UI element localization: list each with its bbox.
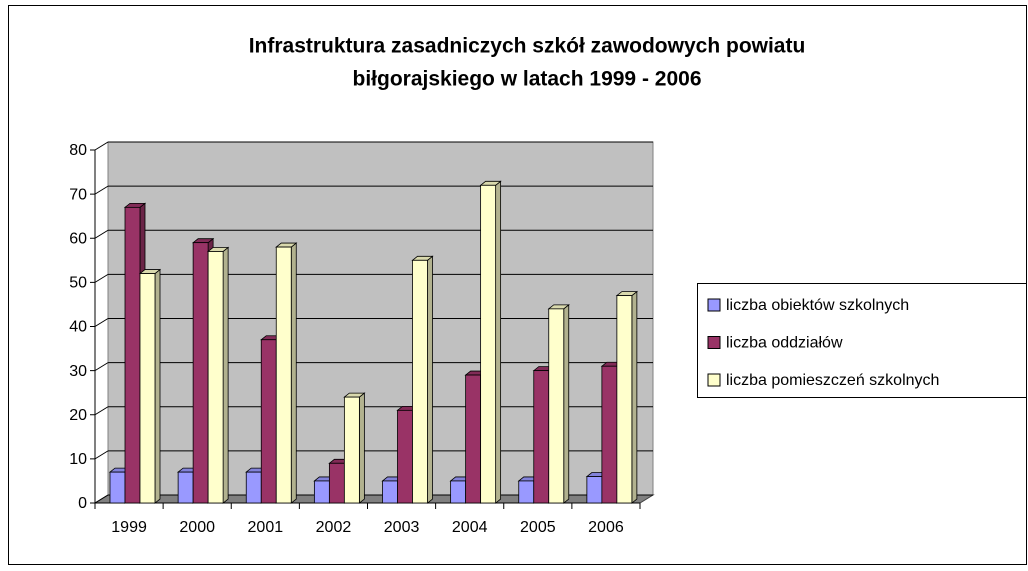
legend-label: liczba pomieszczeń szkolnych [726, 372, 939, 389]
bar-side [154, 268, 161, 504]
x-tick-label: 1999 [111, 519, 147, 536]
bar [207, 251, 224, 504]
grid-line-side [94, 141, 109, 151]
grid-line-side [94, 185, 109, 195]
bar-side [427, 255, 433, 504]
bar [275, 246, 292, 504]
y-tick-label: 40 [69, 319, 87, 336]
bar [450, 480, 467, 504]
x-tick-label: 2001 [248, 519, 284, 536]
legend-box [697, 283, 1027, 398]
grid-line-side [94, 494, 109, 504]
x-tick-label: 2005 [520, 519, 556, 536]
bar [260, 339, 277, 504]
x-tick-label: 2006 [588, 519, 624, 536]
legend-swatch [707, 373, 721, 387]
bar [465, 374, 482, 504]
x-tick-label: 2002 [316, 519, 352, 536]
bar [245, 471, 262, 504]
bar [616, 295, 633, 504]
bar [586, 476, 603, 504]
grid-line-side [94, 362, 109, 372]
bar [139, 273, 156, 504]
y-tick-label: 80 [69, 142, 87, 159]
bar [397, 409, 413, 504]
bar [109, 471, 126, 504]
bar [601, 365, 618, 504]
legend-label: liczba oddziałów [726, 335, 843, 352]
grid-line-side [94, 273, 109, 283]
y-tick-label: 30 [69, 363, 87, 380]
x-tick-label: 2003 [384, 519, 420, 536]
bar [548, 308, 565, 504]
grid-line-side [94, 229, 109, 239]
legend-label: liczba obiektów szkolnych [726, 297, 909, 314]
bar [177, 471, 194, 504]
bar [328, 462, 345, 504]
legend-swatch [707, 336, 721, 349]
bar-side [290, 242, 297, 504]
y-tick-label: 50 [69, 275, 87, 292]
grid-line-side [94, 406, 109, 416]
x-tick-label: 2000 [179, 519, 215, 536]
bar [480, 184, 497, 504]
chart-title: biłgorajskiego w latach 1999 - 2006 [353, 68, 702, 91]
bar-side [495, 180, 502, 504]
bar [533, 370, 550, 504]
y-tick-label: 60 [69, 230, 87, 247]
bar [192, 242, 209, 504]
bar-side [631, 290, 638, 504]
bar-side [563, 304, 570, 504]
y-tick-label: 20 [69, 407, 87, 424]
y-tick-label: 70 [69, 186, 87, 203]
y-tick-label: 10 [69, 451, 87, 468]
bar [124, 206, 141, 504]
y-tick-label: 0 [78, 495, 87, 512]
bar [518, 480, 535, 504]
grid-line-side [94, 450, 109, 460]
bar [343, 396, 360, 504]
bar [313, 480, 330, 504]
legend-swatch [707, 298, 721, 312]
bar-side [358, 392, 365, 504]
chart-title: Infrastruktura zasadniczych szkół zawodo… [249, 35, 806, 58]
bar [382, 480, 398, 504]
x-tick-label: 2004 [452, 519, 488, 536]
grid-line-side [94, 318, 109, 327]
bar [412, 259, 428, 504]
bar-side [222, 246, 229, 504]
